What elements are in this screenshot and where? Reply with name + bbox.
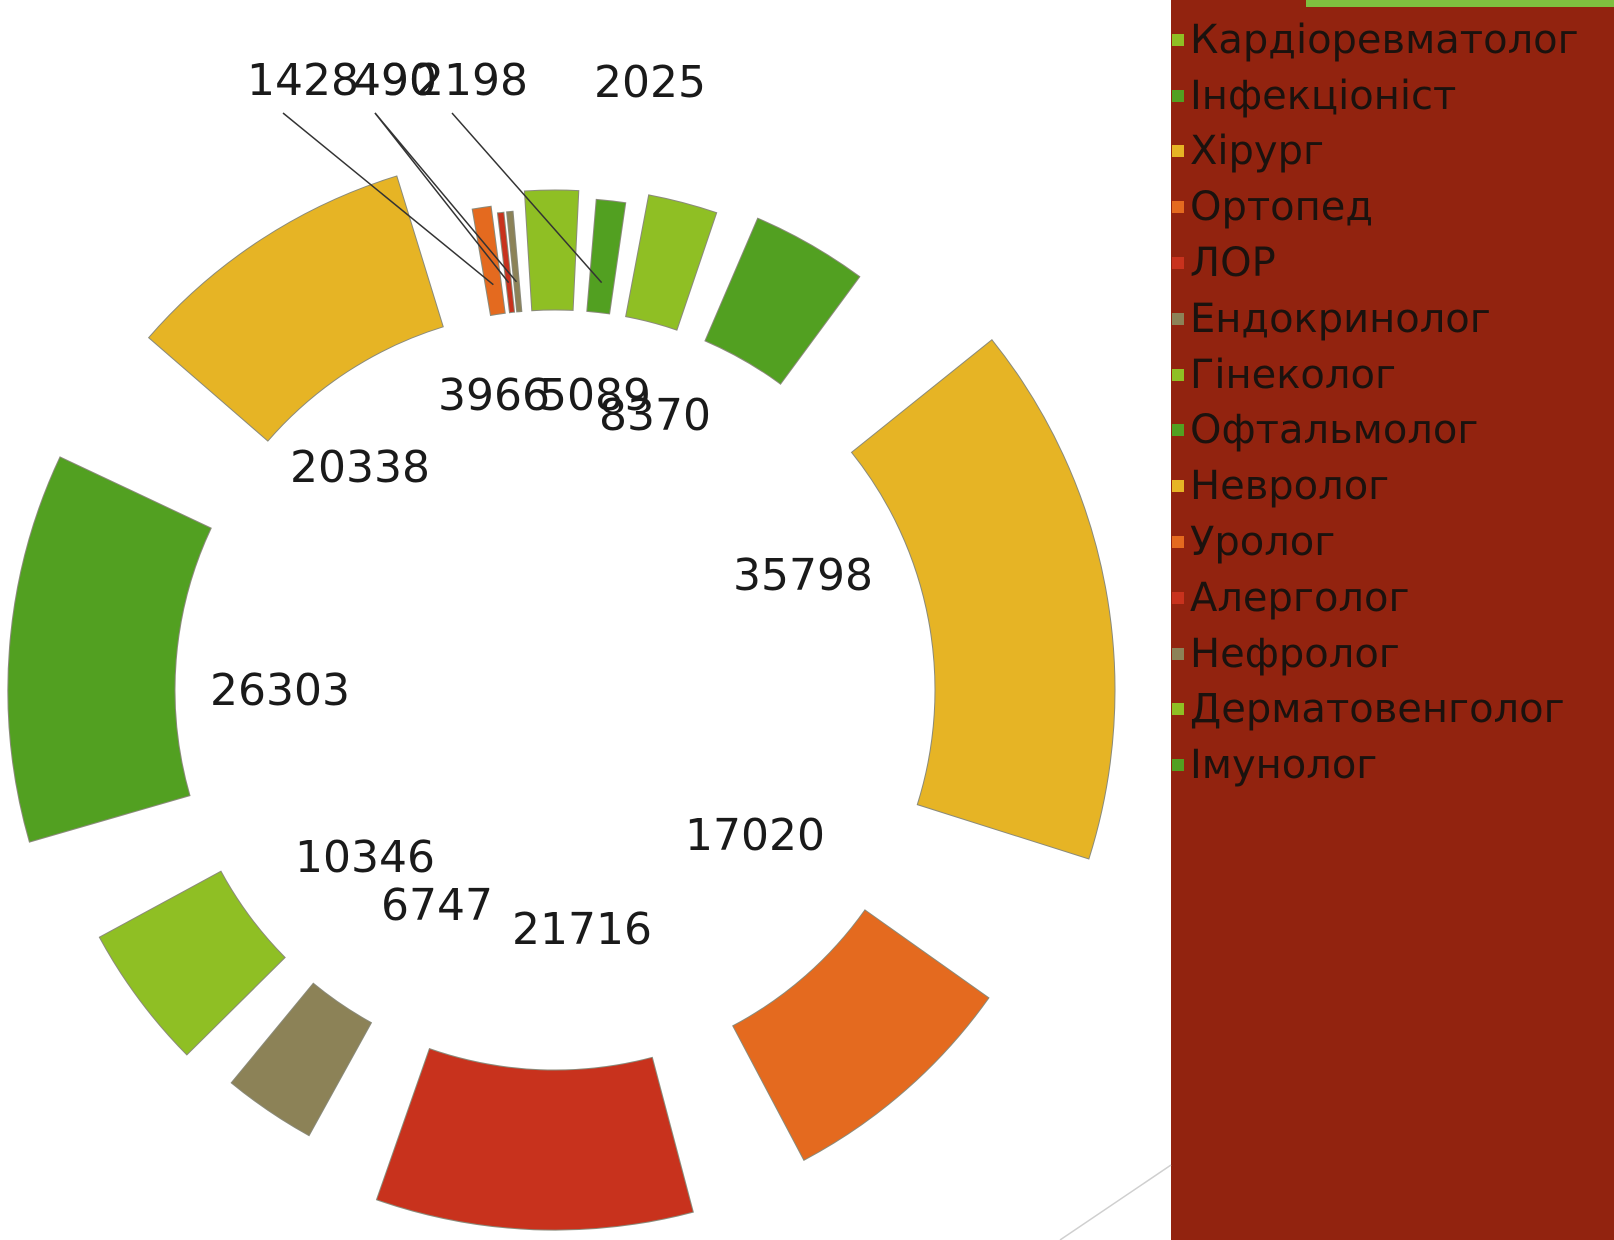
data-label: 26303 [210, 665, 350, 716]
data-label: 5089 [539, 370, 651, 421]
legend-item: Алерголог [1172, 570, 1579, 626]
legend-swatch [1172, 257, 1184, 270]
legend-label: Алерголог [1190, 574, 1410, 621]
legend-item: Кардіоревматолог [1172, 12, 1579, 68]
pie-slice-3 [850, 339, 1116, 860]
data-label: 2198 [416, 55, 528, 106]
legend-swatch [1172, 647, 1184, 660]
data-label: 490 [353, 55, 437, 106]
legend-swatch [1172, 89, 1184, 102]
data-label: 490 [353, 55, 437, 106]
legend-swatch [1172, 201, 1184, 214]
data-label: 6747 [381, 880, 493, 931]
legend-item: Офтальмолог [1172, 403, 1579, 459]
leader-line [282, 112, 494, 286]
data-label: 35798 [733, 550, 873, 601]
legend-label: Дерматовенголог [1190, 686, 1565, 733]
pie-slice-10 [471, 205, 506, 317]
pie-slice-1 [625, 194, 718, 331]
pie-slice-4 [732, 909, 990, 1161]
legend-label: ЛОР [1190, 240, 1276, 287]
pie-slice-2 [704, 217, 861, 385]
legend-swatch [1172, 703, 1184, 716]
data-label: 10346 [295, 832, 435, 883]
data-label: 17020 [685, 810, 825, 861]
legend-label: Нефролог [1190, 630, 1400, 677]
data-label: 8370 [599, 390, 711, 441]
legend-swatch [1172, 759, 1184, 772]
legend-label: Кардіоревматолог [1190, 16, 1579, 63]
legend-panel [1171, 0, 1614, 1240]
pie-slice-9 [147, 175, 444, 442]
data-label: 20338 [290, 442, 430, 493]
legend-label: Імунолог [1190, 742, 1378, 789]
pie-slice-6 [230, 982, 373, 1137]
legend-item: Ендокринолог [1172, 291, 1579, 347]
legend-swatch [1172, 145, 1184, 158]
leader-line [451, 112, 603, 284]
legend-item: Нефролог [1172, 626, 1579, 682]
legend-item: Дерматовенголог [1172, 682, 1579, 738]
legend-item: ЛОР [1172, 235, 1579, 291]
legend: Кардіоревматолог Інфекціоніст Хірург Ортопе… [1172, 12, 1579, 793]
pie-slice-5 [375, 1048, 694, 1231]
legend-top-bar [1306, 0, 1614, 7]
pie-slice-11 [496, 211, 516, 314]
legend-label: Невролог [1190, 463, 1390, 510]
leader-line [374, 112, 510, 284]
legend-label: Гінеколог [1190, 351, 1396, 398]
legend-label: Ортопед [1190, 184, 1374, 231]
data-label: 3966 [438, 370, 550, 421]
legend-swatch [1172, 33, 1184, 46]
pie-slice-13 [523, 189, 580, 312]
legend-label: Інфекціоніст [1190, 72, 1457, 119]
legend-item: Хірург [1172, 124, 1579, 180]
leader-line [374, 112, 518, 283]
pie-slice-14 [586, 198, 627, 315]
pie-slice-8 [7, 456, 212, 843]
data-label: 1428 [247, 55, 359, 106]
legend-item: Імунолог [1172, 737, 1579, 793]
legend-label: Уролог [1190, 519, 1336, 566]
legend-swatch [1172, 368, 1184, 381]
legend-label: Хірург [1190, 128, 1324, 175]
legend-item: Ортопед [1172, 179, 1579, 235]
legend-swatch [1172, 312, 1184, 325]
legend-swatch [1172, 591, 1184, 604]
legend-label: Офтальмолог [1190, 407, 1479, 454]
legend-item: Невролог [1172, 458, 1579, 514]
pie-slice-12 [506, 210, 523, 313]
legend-item: Гінеколог [1172, 347, 1579, 403]
data-label: 21716 [512, 904, 652, 955]
legend-swatch [1172, 424, 1184, 437]
legend-swatch [1172, 536, 1184, 549]
pie-slice-7 [98, 870, 286, 1056]
legend-item: Уролог [1172, 514, 1579, 570]
legend-label: Ендокринолог [1190, 295, 1491, 342]
legend-item: Інфекціоніст [1172, 68, 1579, 124]
legend-swatch [1172, 480, 1184, 493]
data-label-extra: 2025 [594, 57, 706, 108]
